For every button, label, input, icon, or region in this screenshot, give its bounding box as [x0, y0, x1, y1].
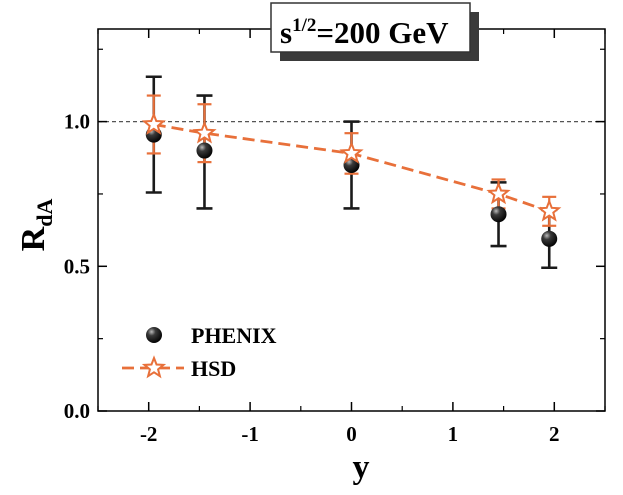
hsd-points: [141, 111, 562, 222]
hsd-point: [141, 111, 166, 135]
y-tick-label: 0.0: [64, 399, 90, 423]
legend: PHENIX HSD: [122, 323, 277, 381]
legend-sphere-icon: [146, 327, 162, 343]
legend-hsd-marker: [122, 355, 184, 379]
y-axis-title: RdA: [15, 199, 57, 252]
hsd-point: [486, 181, 511, 205]
legend-phenix-marker: [146, 327, 162, 343]
phenix-point: [541, 230, 558, 247]
chart-title-rest: =200 GeV: [316, 15, 449, 50]
y-axis-title-main: R: [15, 226, 52, 251]
chart-title-box: s1/2=200 GeV: [270, 2, 479, 61]
x-tick-label: 2: [549, 422, 560, 446]
y-axis-title-sub: dA: [32, 199, 57, 227]
x-tick-label: -1: [241, 422, 259, 446]
svg-text:s1/2=200 GeV: s1/2=200 GeV: [280, 15, 449, 50]
hsd-point: [192, 120, 217, 144]
hsd-point: [339, 140, 364, 164]
chart-title: s: [280, 15, 292, 50]
x-tick-label: 1: [448, 422, 459, 446]
svg-text:RdA: RdA: [15, 199, 57, 252]
chart-title-superscript: 1/2: [292, 15, 316, 36]
legend-phenix-label: PHENIX: [191, 323, 277, 348]
phenix-points: [145, 126, 558, 247]
y-tick-label: 0.5: [64, 254, 90, 278]
legend-hsd-label: HSD: [191, 356, 236, 381]
plot-frame: [97, 28, 606, 412]
phenix-point: [196, 142, 213, 159]
phenix-point: [490, 206, 507, 223]
y-axis-ticks: 0.0 0.5 1.0: [64, 48, 605, 423]
legend-star-icon: [141, 355, 167, 379]
x-tick-label: -2: [140, 422, 158, 446]
x-axis-title: y: [353, 449, 370, 486]
y-tick-label: 1.0: [64, 110, 90, 134]
x-axis-ticks: -2 -1 0 1 2: [97, 29, 606, 446]
x-tick-label: 0: [346, 422, 357, 446]
hsd-point: [537, 198, 562, 222]
